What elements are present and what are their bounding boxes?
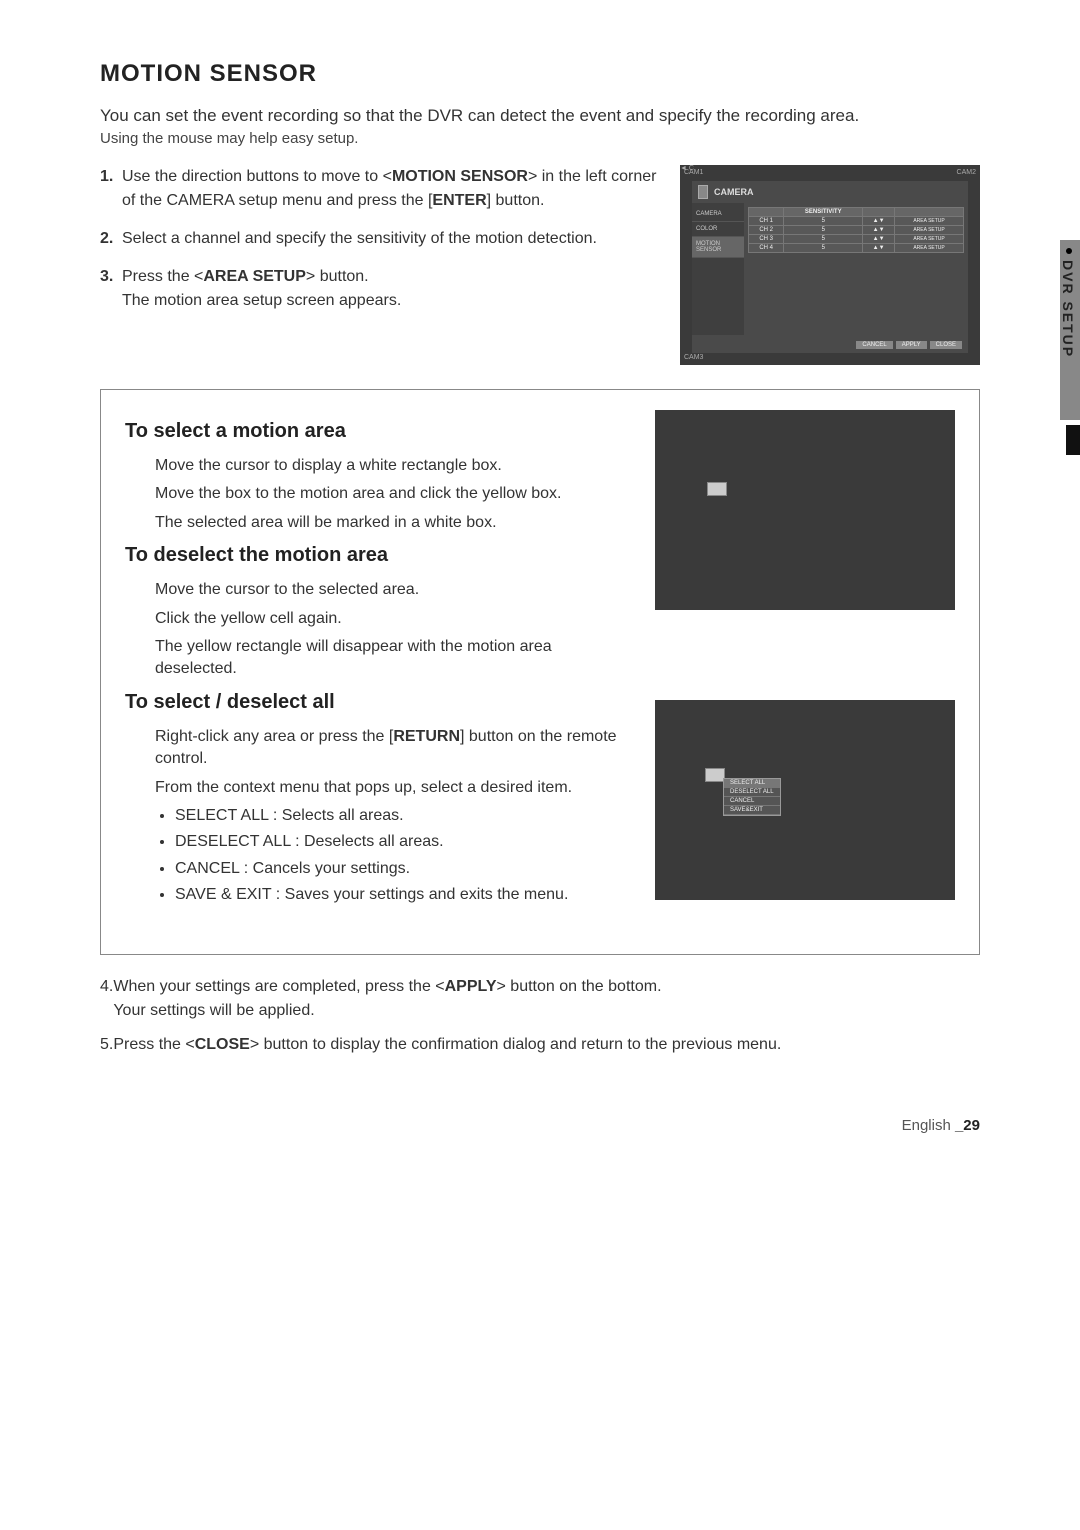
step-5: 5. Press the <CLOSE> button to display t… (100, 1033, 980, 1057)
step-3-text: Press the <AREA SETUP> button. The motio… (122, 265, 401, 313)
cursor-rectangle-icon (705, 768, 725, 782)
ctx-deselect-all[interactable]: DESELECT ALL (724, 788, 780, 797)
step-2-text: Select a channel and specify the sensiti… (122, 227, 597, 251)
th-area (895, 208, 964, 217)
th-sens: SENSITIVITY (784, 208, 863, 217)
menu-motion-sensor[interactable]: MOTION SENSOR (692, 237, 744, 258)
intro-text: You can set the event recording so that … (100, 106, 980, 126)
tab-dot (1066, 248, 1072, 254)
bullet-cancel: CANCEL : Cancels your settings. (175, 858, 635, 880)
step-number: 2. (100, 227, 122, 251)
area-setup-button[interactable]: AREA SETUP (895, 235, 964, 244)
table-row: CH 4 5 ▲▼ AREA SETUP (749, 244, 964, 253)
apply-button[interactable]: APPLY (896, 341, 927, 349)
menu-color[interactable]: COLOR (692, 222, 744, 237)
select-deselect-all-title: To select / deselect all (125, 691, 635, 714)
sec2-p2: Click the yellow cell again. (155, 608, 635, 630)
step-3: 3. Press the <AREA SETUP> button. The mo… (100, 265, 664, 313)
step-2: 2. Select a channel and specify the sens… (100, 227, 664, 251)
area-setup-button[interactable]: AREA SETUP (895, 217, 964, 226)
page-footer: English _29 (100, 1117, 980, 1134)
sensitivity-table: SENSITIVITY CH 1 5 ▲▼ AREA SETUP (748, 207, 964, 253)
table-row: CH 1 5 ▲▼ AREA SETUP (749, 217, 964, 226)
step-number: 3. (100, 265, 122, 313)
step-number: 5. (100, 1033, 113, 1057)
step-5-text: Press the <CLOSE> button to display the … (113, 1033, 781, 1057)
sec2-p3: The yellow rectangle will disappear with… (155, 636, 635, 681)
context-menu: SELECT ALL DESELECT ALL CANCEL SAVE&EXIT (723, 778, 781, 816)
sec2-p1: Move the cursor to the selected area. (155, 579, 635, 601)
step-number: 1. (100, 165, 122, 213)
deselect-motion-area-title: To deselect the motion area (125, 544, 635, 567)
step-number: 4. (100, 975, 113, 1023)
page-title: MOTION SENSOR (100, 60, 980, 88)
bullet-deselect-all: DESELECT ALL : Deselects all areas. (175, 831, 635, 853)
area-setup-button[interactable]: AREA SETUP (895, 226, 964, 235)
th-arr (863, 208, 895, 217)
ctx-select-all[interactable]: SELECT ALL (724, 779, 780, 788)
cam2-label: CAM2 (957, 169, 976, 176)
tab-black-bar (1066, 425, 1080, 455)
close-button[interactable]: CLOSE (930, 341, 962, 349)
context-menu-list: SELECT ALL : Selects all areas. DESELECT… (175, 805, 635, 907)
camera-header-label: CAMERA (714, 187, 754, 197)
camera-icon (698, 185, 708, 199)
camera-inner-panel: CAMERA CAMERA COLOR MOTION SENSOR (692, 181, 968, 353)
step-1-text: Use the direction buttons to move to <MO… (122, 165, 664, 213)
cam3-label: CAM3 (684, 354, 703, 361)
cancel-button[interactable]: CANCEL (856, 341, 892, 349)
footer-lang: English (902, 1117, 955, 1134)
intro-sub-text: Using the mouse may help easy setup. (100, 130, 980, 147)
th-cam (749, 208, 784, 217)
step-4-text: When your settings are completed, press … (113, 975, 661, 1023)
table-row: CH 2 5 ▲▼ AREA SETUP (749, 226, 964, 235)
camera-setup-screenshot: CAM1 ◄ C CAM2 CAM3 CAMERA CAMERA COLOR M… (680, 165, 980, 365)
ctx-save-exit[interactable]: SAVE&EXIT (724, 806, 780, 815)
sec1-p3: The selected area will be marked in a wh… (155, 512, 635, 534)
select-motion-area-title: To select a motion area (125, 420, 635, 443)
sec1-p2: Move the box to the motion area and clic… (155, 483, 635, 505)
camera-side-menu: CAMERA COLOR MOTION SENSOR (692, 203, 744, 335)
motion-area-preview-1 (655, 410, 955, 610)
info-box: To select a motion area Move the cursor … (100, 389, 980, 955)
sec3-p2: From the context menu that pops up, sele… (155, 777, 635, 799)
cursor-rectangle-icon (707, 482, 727, 496)
sec3-p1: Right-click any area or press the [RETUR… (155, 726, 635, 771)
bullet-select-all: SELECT ALL : Selects all areas. (175, 805, 635, 827)
section-tab-label: DVR SETUP (1060, 260, 1076, 358)
step-4: 4. When your settings are completed, pre… (100, 975, 980, 1023)
table-row: CH 3 5 ▲▼ AREA SETUP (749, 235, 964, 244)
bullet-save-exit: SAVE & EXIT : Saves your settings and ex… (175, 884, 635, 906)
camera-content-area: SENSITIVITY CH 1 5 ▲▼ AREA SETUP (744, 203, 968, 335)
camera-footer-buttons: CANCEL APPLY CLOSE (856, 341, 962, 349)
section-side-tab: DVR SETUP (1056, 240, 1080, 540)
camc-label: ◄ C (680, 165, 694, 172)
area-setup-button[interactable]: AREA SETUP (895, 244, 964, 253)
menu-camera[interactable]: CAMERA (692, 207, 744, 222)
ctx-cancel[interactable]: CANCEL (724, 797, 780, 806)
sec1-p1: Move the cursor to display a white recta… (155, 455, 635, 477)
camera-panel-header: CAMERA (692, 181, 968, 203)
step-1: 1. Use the direction buttons to move to … (100, 165, 664, 213)
footer-page: _29 (955, 1117, 980, 1134)
motion-area-preview-2: SELECT ALL DESELECT ALL CANCEL SAVE&EXIT (655, 700, 955, 900)
